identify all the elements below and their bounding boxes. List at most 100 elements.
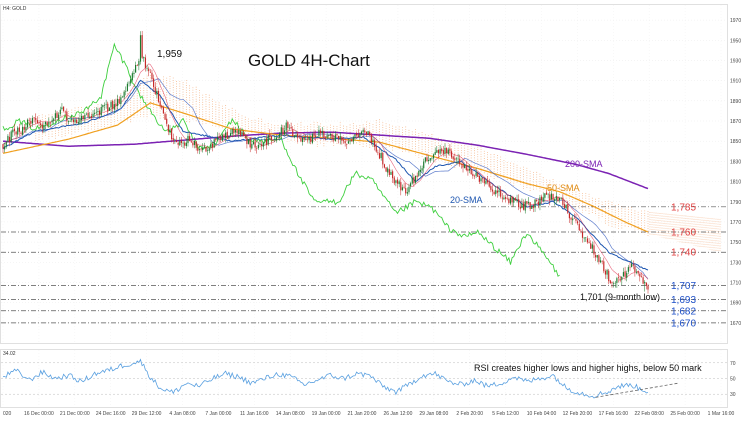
- candle: [103, 102, 106, 111]
- candle: [208, 148, 210, 154]
- candle-body: [577, 221, 579, 224]
- candle-body: [117, 99, 119, 106]
- candle: [470, 166, 472, 175]
- price-tick-label: 1910: [730, 79, 741, 85]
- candle: [398, 179, 400, 188]
- candle-body: [71, 118, 73, 121]
- candle-body: [559, 197, 561, 201]
- candle-body: [455, 158, 458, 160]
- candle: [210, 140, 212, 150]
- candle: [46, 121, 48, 128]
- candle-body: [267, 134, 269, 145]
- candle: [527, 197, 530, 206]
- candle-body: [123, 91, 125, 98]
- candle: [171, 128, 173, 143]
- date-tick-label: 25 Feb 00:00: [670, 411, 700, 417]
- candle: [43, 122, 45, 134]
- candle: [282, 124, 284, 136]
- candle: [189, 132, 191, 142]
- candle: [388, 164, 390, 178]
- candle-body: [139, 35, 142, 62]
- candle-body: [444, 147, 446, 154]
- candle: [351, 137, 353, 142]
- candle: [408, 183, 410, 195]
- candle: [588, 238, 590, 244]
- candle: [421, 165, 423, 174]
- candle: [529, 202, 531, 212]
- candle-body: [270, 136, 273, 140]
- candle-body: [192, 142, 194, 146]
- candle-body: [216, 136, 219, 140]
- candle: [205, 146, 207, 153]
- candle: [306, 134, 309, 143]
- candle-body: [627, 267, 629, 272]
- candle: [444, 143, 446, 157]
- candle-body: [90, 115, 92, 118]
- rsi-tick-label: 70: [730, 361, 736, 367]
- candle-body: [223, 134, 225, 138]
- candle-body: [334, 134, 336, 142]
- candle-body: [36, 120, 38, 124]
- candle-body: [275, 137, 277, 141]
- candle: [69, 119, 71, 122]
- candle-body: [488, 182, 490, 187]
- candle-body: [285, 122, 287, 131]
- candle: [87, 108, 89, 118]
- candle: [485, 179, 487, 185]
- candle-body: [126, 83, 129, 92]
- candle: [578, 219, 580, 232]
- candle: [77, 117, 79, 126]
- candle-body: [38, 122, 40, 124]
- candle: [321, 127, 323, 138]
- candle-body: [197, 148, 199, 151]
- candle-body: [141, 35, 143, 58]
- candle-body: [305, 138, 307, 140]
- candle-body: [13, 128, 16, 132]
- date-tick-label: 16 Dec 00:00: [24, 411, 54, 417]
- candle-body: [301, 137, 304, 142]
- candle-body: [179, 140, 181, 146]
- candle-body: [405, 188, 407, 194]
- candle: [575, 214, 577, 224]
- candle-body: [522, 203, 525, 210]
- candle-body: [5, 142, 7, 147]
- candle: [637, 270, 639, 276]
- candle: [35, 113, 37, 125]
- candle-body: [190, 141, 192, 143]
- candle: [359, 132, 361, 140]
- candle-body: [354, 134, 356, 137]
- sma200-label: 200-SMA: [565, 159, 603, 169]
- candle: [123, 90, 125, 100]
- candle: [441, 147, 443, 154]
- candle: [274, 135, 276, 143]
- candle: [213, 138, 215, 149]
- candle: [617, 273, 620, 283]
- candle-body: [328, 135, 330, 136]
- candle: [159, 97, 161, 109]
- date-tick-label: 29 Jan 08:00: [419, 411, 448, 417]
- candle-body: [567, 203, 569, 213]
- candle: [79, 114, 81, 126]
- candle: [135, 61, 137, 73]
- candle: [44, 121, 47, 130]
- candle: [177, 141, 179, 149]
- candle-body: [442, 150, 444, 154]
- candle: [94, 109, 96, 117]
- candle: [442, 145, 444, 157]
- candle-body: [572, 218, 574, 221]
- candle: [62, 106, 65, 113]
- candle: [262, 141, 264, 150]
- candle: [616, 276, 618, 288]
- candle-body: [7, 135, 9, 142]
- candle-body: [504, 197, 507, 199]
- candle: [475, 167, 477, 178]
- candle-body: [518, 199, 520, 208]
- candle: [518, 194, 520, 211]
- candle: [251, 140, 253, 150]
- candle-body: [131, 73, 133, 81]
- candle-body: [120, 97, 122, 105]
- candle-body: [462, 163, 464, 168]
- candle: [13, 124, 16, 136]
- candle-body: [429, 158, 431, 161]
- candle: [406, 187, 408, 197]
